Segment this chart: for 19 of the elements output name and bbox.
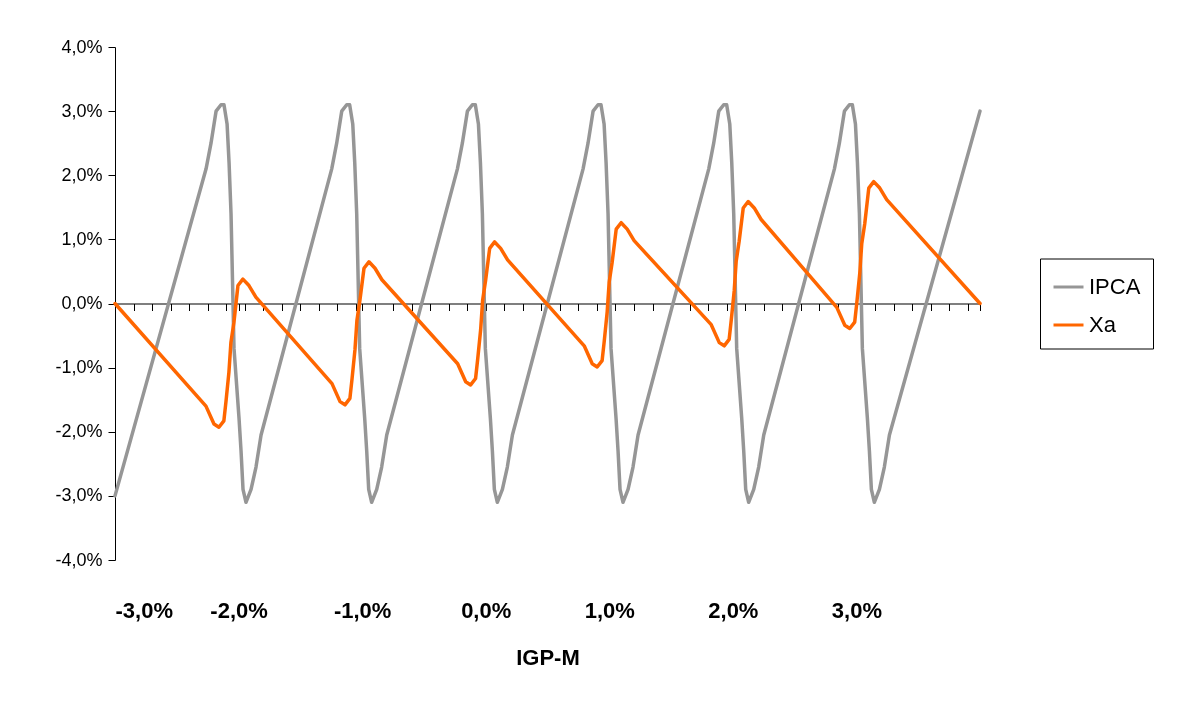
x-tick-label: 1,0% (584, 597, 635, 623)
y-tick-label: -3,0% (55, 485, 103, 506)
y-tick-label: 0,0% (61, 293, 103, 313)
x-axis-title: IGP-M (516, 644, 580, 670)
x-tick-label: -3,0% (115, 597, 173, 623)
y-tick-label: 4,0% (61, 36, 103, 57)
y-tick-label: -1,0% (55, 357, 103, 378)
y-tick-label: -4,0% (55, 549, 103, 570)
y-tick-label: 3,0% (61, 100, 103, 121)
legend-label: IPCA (1089, 274, 1141, 299)
x-tick-label: 0,0% (461, 597, 512, 623)
y-tick-label: 1,0% (61, 228, 103, 249)
x-tick-label: -1,0% (333, 597, 392, 623)
x-tick-label: -2,0% (210, 597, 268, 623)
legend-label: Xa (1089, 312, 1117, 337)
y-tick-label: 2,0% (61, 164, 103, 185)
x-tick-label: 2,0% (708, 597, 759, 623)
x-tick-label: 3,0% (831, 597, 883, 623)
y-tick-label: -2,0% (55, 421, 103, 442)
